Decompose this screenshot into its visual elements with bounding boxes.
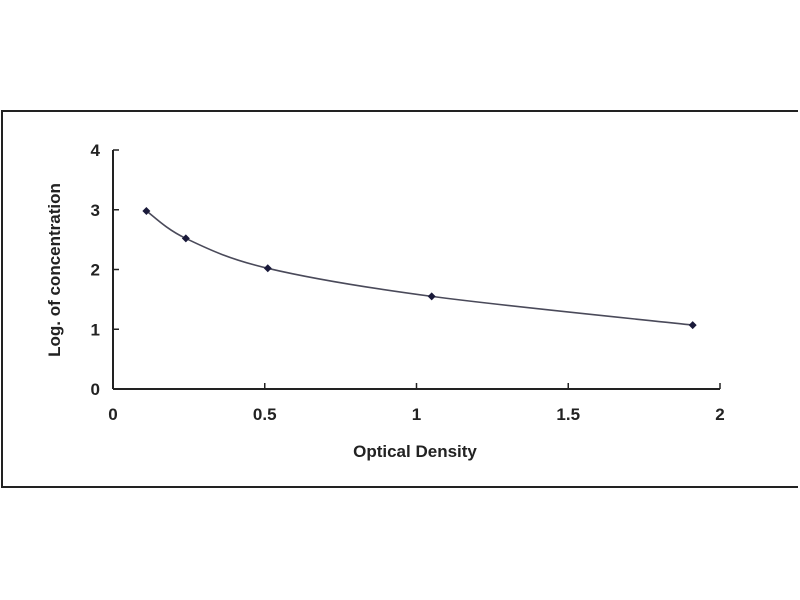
data-point xyxy=(142,206,151,215)
y-axis-label: Log. of concentration xyxy=(45,183,64,357)
y-tick-label: 0 xyxy=(91,380,100,399)
series-line xyxy=(145,210,693,326)
y-tick-label: 2 xyxy=(91,261,100,280)
x-tick-label: 1.5 xyxy=(556,405,580,424)
data-point xyxy=(688,321,697,330)
data-point xyxy=(263,264,272,273)
data-point xyxy=(181,234,190,243)
data-point xyxy=(427,292,436,301)
chart-frame xyxy=(1,110,798,488)
y-tick-label: 3 xyxy=(91,201,100,220)
y-tick-label: 4 xyxy=(91,141,101,160)
x-tick-label: 0 xyxy=(108,405,117,424)
y-tick-label: 1 xyxy=(91,320,100,339)
x-axis-label: Optical Density xyxy=(353,442,477,461)
x-tick-label: 1 xyxy=(412,405,421,424)
x-tick-label: 2 xyxy=(715,405,724,424)
x-tick-label: 0.5 xyxy=(253,405,277,424)
